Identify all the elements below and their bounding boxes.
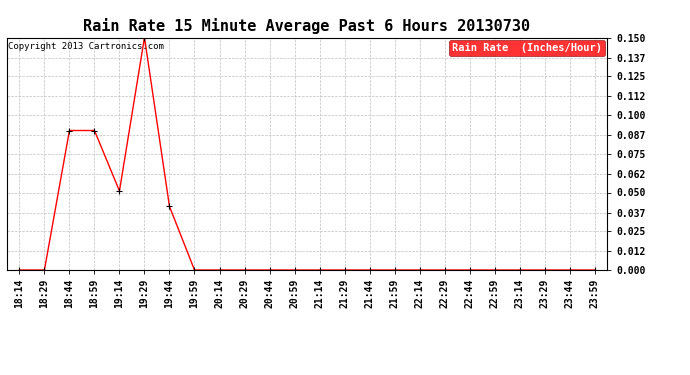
- Legend: Rain Rate  (Inches/Hour): Rain Rate (Inches/Hour): [449, 40, 605, 56]
- Text: Copyright 2013 Cartronics.com: Copyright 2013 Cartronics.com: [8, 42, 164, 51]
- Title: Rain Rate 15 Minute Average Past 6 Hours 20130730: Rain Rate 15 Minute Average Past 6 Hours…: [83, 18, 531, 33]
